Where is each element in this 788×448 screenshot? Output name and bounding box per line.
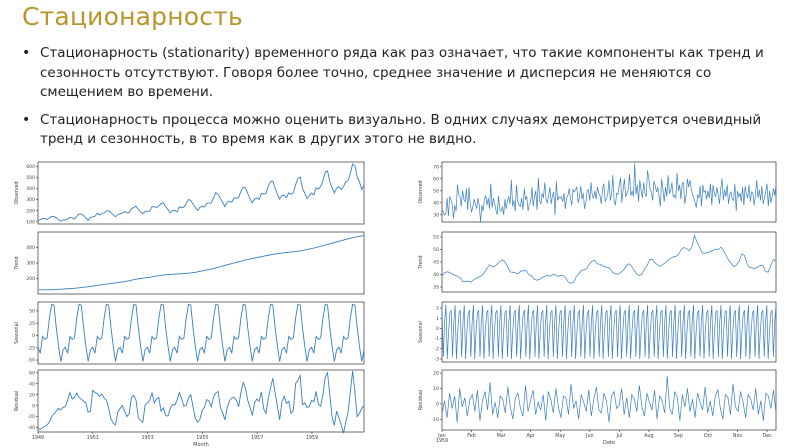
y-axis-label: Trend [14,256,20,270]
y-tick-label: 600 [26,164,35,170]
series-line [37,303,365,362]
y-tick-label: 40 [433,200,439,206]
x-axis-label: Month [193,442,209,448]
series-line [37,163,365,222]
y-axis-label: Observed [14,181,20,204]
y-tick-label: 35 [433,285,439,291]
x-axis-label: Date [603,440,615,446]
x-tick-label: Mar [497,433,506,439]
y-tick-label: 40 [433,272,439,278]
y-tick-label: 50 [29,308,35,314]
y-tick-label: 10 [433,386,439,392]
decomposition-chart-airline: 100200300400500600Observed200300400Trend… [14,161,365,448]
y-axis-label: Trend [418,255,424,269]
bullet-text: Стационарность (stationarity) временного… [40,45,764,100]
decomposition-chart-daily: 3040506070Observed3540455055Trend-3-2-10… [418,161,777,446]
x-tick-label: May [555,433,565,439]
x-tick-label: Dec [762,433,772,439]
y-axis-label: Seasonal [418,321,424,343]
y-tick-label: 20 [433,371,439,377]
x-tick-label: 1953 [141,435,153,441]
y-tick-label: 30 [433,212,439,218]
x-tick-label: Jan [437,433,445,439]
y-tick-label: 70 [433,164,439,170]
y-tick-label: 50 [433,247,439,253]
series-line [441,163,777,223]
bullet-list: • Стационарность (stationarity) временно… [22,44,778,158]
y-tick-label: -20 [27,414,35,420]
y-tick-label: 25 [29,321,35,327]
y-tick-label: 40 [29,381,35,387]
y-tick-label: 100 [26,219,35,225]
series-line [38,235,365,291]
y-axis-label: Residual [14,391,20,411]
y-tick-label: 200 [26,208,35,214]
x-tick-label: Feb [467,433,476,439]
series-line [441,376,777,423]
y-tick-label: -25 [27,345,35,351]
y-tick-label: 300 [26,197,35,203]
x-tick-label: Aug [644,433,653,439]
y-tick-label: -2 [434,346,439,352]
slide-title: Стационарность [22,2,243,31]
panel-frame [37,369,365,433]
y-tick-label: 200 [26,276,35,282]
panel-frame [441,231,777,293]
x-tick-label: 1959 [436,438,448,444]
panel-frame [37,301,365,365]
y-tick-label: 20 [29,392,35,398]
x-tick-label: 1955 [196,435,208,441]
y-tick-label: 0 [436,401,439,407]
x-tick-label: Sep [674,433,683,439]
y-axis-label: Observed [418,180,424,203]
y-tick-label: 2 [436,306,439,312]
y-tick-label: -10 [431,417,439,423]
panel-frame [37,161,365,225]
bullet-item: • Стационарность процесса можно оценить … [22,111,778,150]
panel-frame [37,231,365,295]
y-tick-label: 0 [32,403,35,409]
series-line [441,305,777,359]
bullet-text: Стационарность процесса можно оценить ви… [40,111,762,148]
y-tick-label: 0 [32,333,35,339]
y-tick-label: 400 [26,245,35,251]
series-line [441,234,777,284]
y-tick-label: -50 [27,358,35,364]
x-tick-label: Oct [704,433,712,439]
y-tick-label: 0 [436,326,439,332]
y-axis-label: Residual [418,390,424,410]
bullet-dot-icon: • [22,111,31,128]
x-tick-label: Nov [733,433,743,439]
y-tick-label: -1 [434,336,439,342]
x-tick-label: Jun [585,433,594,439]
panel-frame [441,161,777,223]
y-tick-label: 300 [26,261,35,267]
y-tick-label: 45 [433,260,439,266]
y-tick-label: -40 [27,425,35,431]
x-tick-label: 1949 [32,435,44,441]
y-axis-label: Seasonal [14,322,20,344]
y-tick-label: 1 [436,316,439,322]
x-tick-label: Jul [615,433,622,439]
x-tick-label: 1957 [251,435,263,441]
y-tick-label: 60 [29,370,35,376]
y-tick-label: 400 [26,186,35,192]
x-tick-label: 1951 [87,435,99,441]
y-tick-label: 60 [433,176,439,182]
y-tick-label: 500 [26,175,35,181]
y-tick-label: 55 [433,235,439,241]
x-tick-label: Apr [527,433,535,439]
bullet-dot-icon: • [22,45,31,61]
x-tick-label: 1959 [306,435,318,441]
series-line [37,371,365,434]
y-tick-label: 50 [433,188,439,194]
y-tick-label: -3 [434,357,439,363]
bullet-item: • Стационарность (stationarity) временно… [22,44,778,103]
